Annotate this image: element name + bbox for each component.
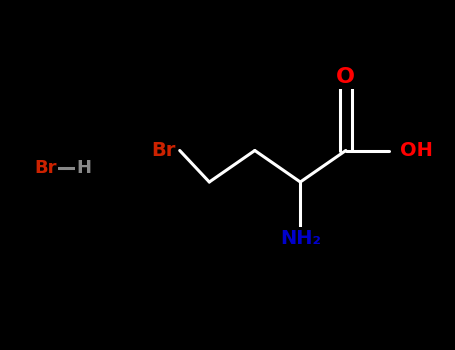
- Text: OH: OH: [400, 141, 433, 160]
- Text: O: O: [336, 67, 355, 87]
- Text: NH₂: NH₂: [280, 229, 321, 247]
- Text: Br: Br: [34, 159, 57, 177]
- Text: Br: Br: [152, 141, 176, 160]
- Text: H: H: [77, 159, 91, 177]
